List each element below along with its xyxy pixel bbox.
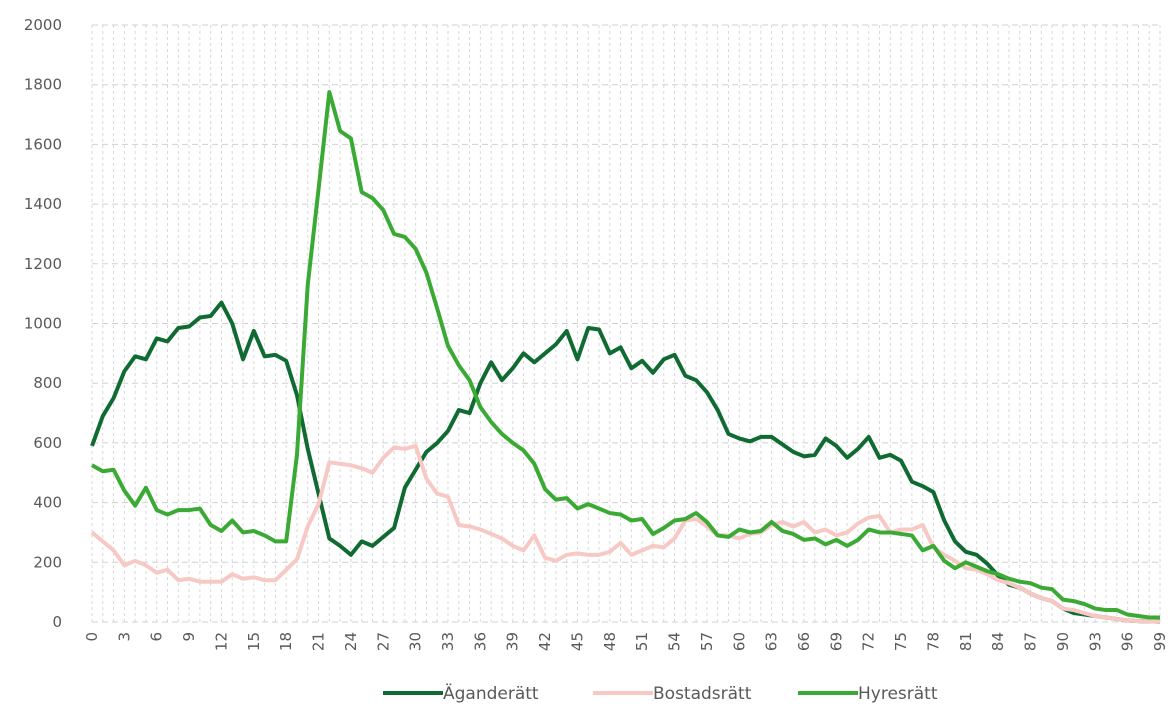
series-line: [90, 443, 1161, 624]
x-tick-label: 12: [212, 632, 230, 651]
x-tick-label: 93: [1086, 632, 1104, 651]
x-tick-label: 30: [407, 632, 425, 651]
x-tick-label: 6: [148, 632, 166, 642]
y-tick-label: 1800: [24, 76, 62, 94]
x-tick-label: 63: [763, 632, 781, 651]
y-tick-label: 1400: [24, 195, 62, 213]
x-tick-label: 81: [957, 632, 975, 651]
y-tick-label: 2000: [24, 16, 62, 34]
legend-label: Äganderätt: [443, 683, 539, 704]
x-tick-label: 9: [180, 632, 198, 642]
x-tick-label: 69: [827, 632, 845, 651]
y-tick-label: 200: [33, 553, 62, 571]
legend-label: Bostadsrätt: [653, 684, 752, 704]
y-tick-label: 400: [33, 494, 62, 512]
y-tick-label: 1200: [24, 255, 62, 273]
x-tick-label: 45: [568, 632, 586, 651]
x-tick-label: 54: [666, 632, 684, 651]
x-tick-label: 39: [504, 632, 522, 651]
y-tick-label: 1000: [24, 315, 62, 333]
x-tick-label: 3: [115, 632, 133, 642]
legend-item: Bostadsrätt: [593, 684, 752, 704]
x-tick-label: 66: [795, 632, 813, 651]
x-tick-label: 24: [342, 632, 360, 651]
x-tick-label: 87: [1022, 632, 1040, 651]
x-tick-label: 78: [924, 632, 942, 651]
x-tick-label: 15: [245, 632, 263, 651]
x-tick-label: 99: [1151, 632, 1168, 651]
x-tick-label: 96: [1119, 632, 1137, 651]
x-tick-label: 72: [860, 632, 878, 651]
series-line: [91, 90, 1160, 620]
x-tick-label: 57: [698, 632, 716, 651]
x-tick-label: 48: [601, 632, 619, 651]
x-tick-label: 18: [277, 632, 295, 651]
x-tick-label: 27: [374, 632, 392, 651]
legend-label: Hyresrätt: [858, 684, 938, 704]
x-tick-label: 75: [892, 632, 910, 651]
y-tick-label: 800: [33, 374, 62, 392]
x-tick-label: 36: [471, 632, 489, 651]
legend-item: Hyresrätt: [798, 684, 938, 704]
y-tick-label: 0: [52, 613, 62, 631]
x-tick-label: 21: [310, 632, 328, 651]
legend-item: Äganderätt: [383, 683, 539, 704]
series-line: [90, 300, 1161, 624]
x-tick-label: 51: [633, 632, 651, 651]
x-tick-label: 60: [730, 632, 748, 651]
x-tick-label: 33: [439, 632, 457, 651]
x-tick-label: 42: [536, 632, 554, 651]
x-tick-label: 90: [1054, 632, 1072, 651]
y-tick-label: 1600: [24, 135, 62, 153]
y-tick-label: 600: [33, 434, 62, 452]
x-tick-label: 84: [989, 632, 1007, 651]
x-tick-label: 0: [83, 632, 101, 642]
